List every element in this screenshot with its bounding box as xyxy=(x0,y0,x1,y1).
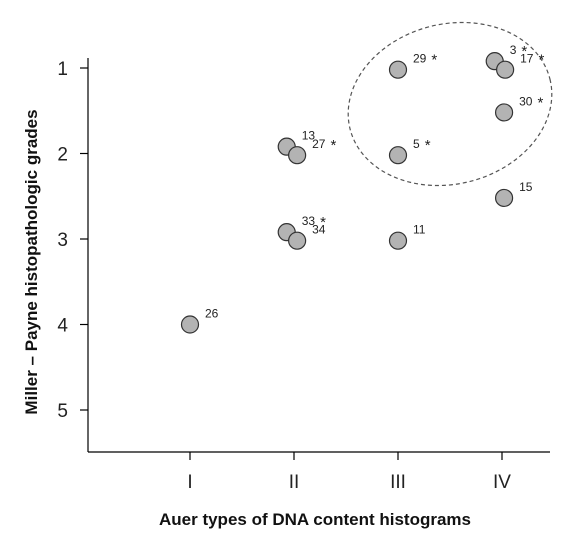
significance-star: * xyxy=(330,137,336,154)
y-tick-label: 5 xyxy=(57,401,68,422)
x-ticks: I II III IV xyxy=(187,452,511,493)
point-label: 26 xyxy=(205,307,219,321)
significance-star: * xyxy=(537,94,543,111)
point-marker xyxy=(496,60,515,79)
y-tick-label: 1 xyxy=(57,59,68,80)
y-tick-label: 3 xyxy=(57,230,68,251)
point-label: 5 xyxy=(413,137,420,151)
point-marker xyxy=(288,146,307,165)
highlight-ellipse xyxy=(347,21,553,187)
x-axis-title: Auer types of DNA content histograms xyxy=(159,510,471,529)
point-marker xyxy=(494,103,514,122)
point-marker xyxy=(180,315,200,334)
point-label: 11 xyxy=(413,223,426,237)
y-axis: 1 2 3 4 5 xyxy=(57,58,89,452)
point-marker xyxy=(388,146,408,165)
data-point-29: 29 * xyxy=(388,52,437,79)
significance-star: * xyxy=(521,43,527,60)
point-label: 29 xyxy=(413,52,427,66)
point-label: 33 xyxy=(302,214,316,228)
significance-star: * xyxy=(320,214,326,231)
point-label: 15 xyxy=(519,180,533,194)
x-tick-label: III xyxy=(390,472,406,493)
significance-star: * xyxy=(431,52,437,69)
significance-star: * xyxy=(538,52,544,69)
x-tick-label: I xyxy=(187,472,192,493)
y-tick-label: 4 xyxy=(57,316,68,337)
data-point-15: 15 xyxy=(494,180,533,208)
x-axis: I II III IV xyxy=(88,451,550,493)
data-point-26: 26 xyxy=(180,307,219,334)
data-point-33: 33 * xyxy=(277,214,326,242)
significance-star: * xyxy=(425,137,431,154)
data-point-34: 34 xyxy=(288,223,326,250)
point-label: 34 xyxy=(312,223,326,237)
point-label: 13 xyxy=(302,129,316,143)
point-marker xyxy=(494,188,514,208)
data-point-11: 11 xyxy=(388,223,426,250)
x-tick-label: IV xyxy=(493,472,511,493)
y-tick-label: 2 xyxy=(57,145,68,166)
y-axis-title: Miller – Payne histopathologic grades xyxy=(22,109,41,414)
y-ticks: 1 2 3 4 5 xyxy=(57,59,88,422)
point-label: 30 xyxy=(519,94,533,108)
point-label: 17 xyxy=(520,52,534,66)
data-point-17: 17 * xyxy=(496,52,544,79)
data-point-5: 5 * xyxy=(388,137,431,165)
point-label: 27 xyxy=(312,137,326,151)
point-label: 3 xyxy=(510,43,517,57)
data-point-27: 27 * xyxy=(288,137,336,165)
point-marker xyxy=(388,60,408,79)
x-tick-label: II xyxy=(289,472,300,493)
data-point-30: 30 * xyxy=(494,94,543,122)
point-marker xyxy=(288,231,307,250)
point-marker xyxy=(388,231,408,250)
